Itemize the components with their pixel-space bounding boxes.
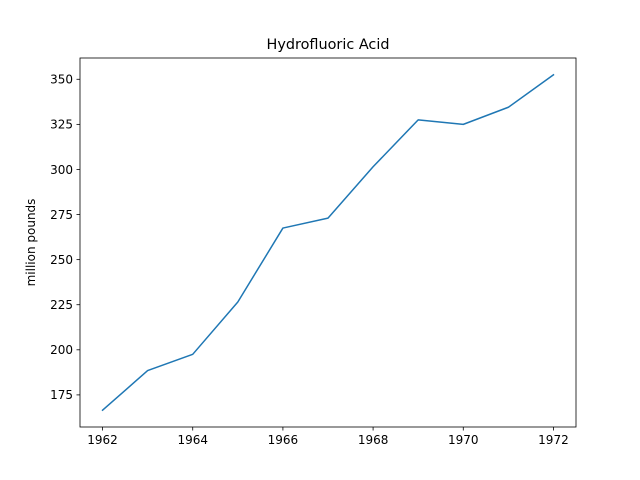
x-axis: 1962 1964 1966 1968 1970 1972 (87, 427, 569, 447)
plot-area (79, 57, 577, 428)
x-tick-label: 1968 (358, 433, 389, 447)
x-tick-label: 1966 (268, 433, 299, 447)
y-tick-label: 300 (50, 163, 73, 177)
y-axis: 175 200 225 250 275 300 325 350 (50, 73, 80, 402)
y-tick-label: 250 (50, 253, 73, 267)
y-tick-label: 325 (50, 118, 73, 132)
series-layer (101, 73, 555, 412)
axes-frame (79, 57, 577, 428)
x-tick-label: 1962 (87, 433, 118, 447)
series-line (101, 73, 555, 412)
x-tick-label: 1964 (177, 433, 208, 447)
y-axis-label: million pounds (24, 199, 38, 287)
x-tick-label: 1970 (448, 433, 479, 447)
y-tick-label: 350 (50, 73, 73, 87)
y-tick-label: 200 (50, 343, 73, 357)
x-tick-label: 1972 (538, 433, 569, 447)
chart-title: Hydrofluoric Acid (267, 37, 390, 53)
y-tick-label: 225 (50, 298, 73, 312)
y-tick-label: 275 (50, 208, 73, 222)
y-tick-label: 175 (50, 388, 73, 402)
